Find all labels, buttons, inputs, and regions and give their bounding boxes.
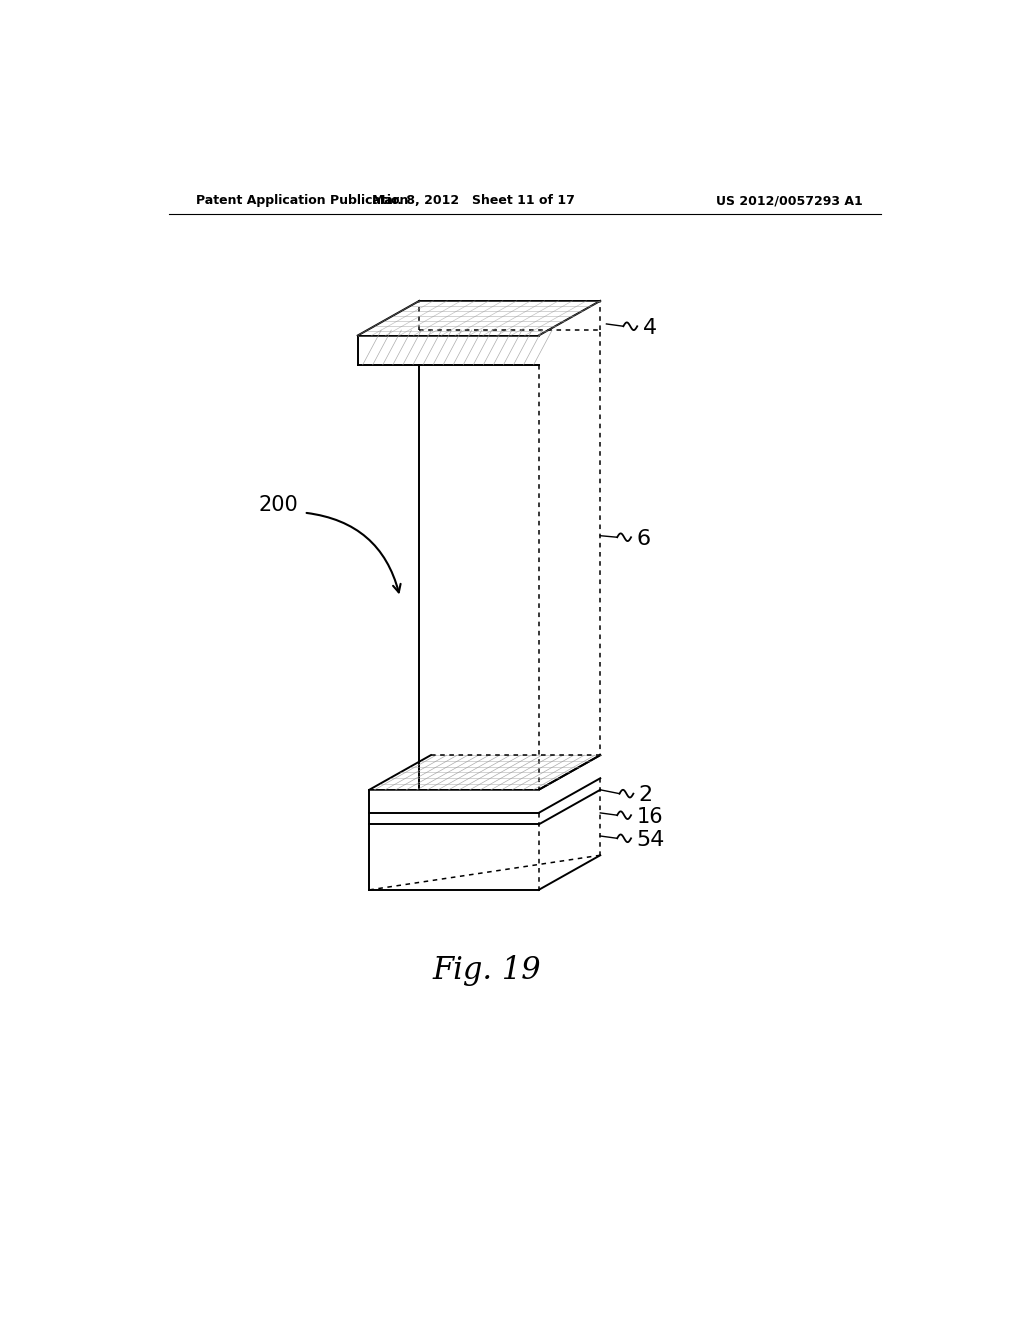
Text: Sheet 11 of 17: Sheet 11 of 17 [472,194,574,207]
Text: Patent Application Publication: Patent Application Publication [196,194,409,207]
Text: 2: 2 [639,785,653,805]
Text: Mar. 8, 2012: Mar. 8, 2012 [372,194,459,207]
Text: 200: 200 [259,495,298,515]
Text: 54: 54 [637,830,665,850]
Text: 6: 6 [637,529,650,549]
FancyArrowPatch shape [306,513,400,593]
Text: Fig. 19: Fig. 19 [432,956,541,986]
Text: US 2012/0057293 A1: US 2012/0057293 A1 [716,194,862,207]
Text: 16: 16 [637,807,664,826]
Text: 4: 4 [643,318,656,338]
